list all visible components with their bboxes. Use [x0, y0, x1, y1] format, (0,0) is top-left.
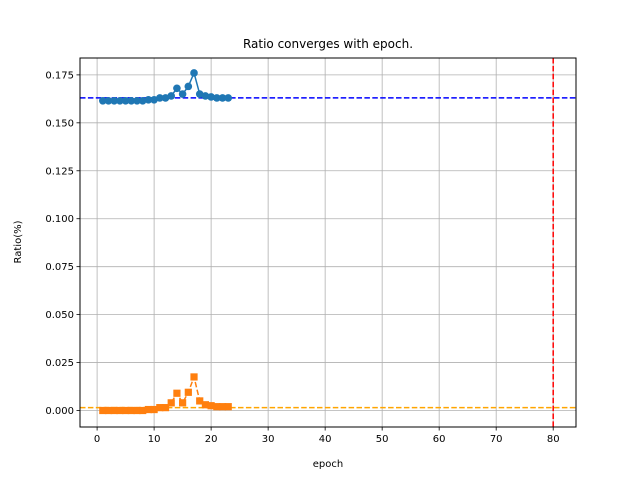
- y-tick-label: 0.175: [45, 70, 74, 81]
- data-point: [99, 406, 107, 415]
- y-tick-label: 0.150: [45, 118, 74, 129]
- data-point: [173, 84, 181, 93]
- data-point: [127, 406, 135, 415]
- data-point: [224, 94, 233, 102]
- data-point: [190, 373, 198, 381]
- x-tick-label: 40: [319, 434, 332, 445]
- data-point: [178, 90, 187, 98]
- data-point: [99, 96, 107, 105]
- data-point: [201, 92, 210, 100]
- data-point: [218, 403, 227, 411]
- y-tick-label: 0.100: [45, 214, 74, 225]
- x-tick-label: 50: [376, 434, 389, 445]
- data-point: [133, 96, 141, 105]
- data-point: [207, 402, 215, 410]
- data-point: [167, 92, 176, 100]
- data-point: [150, 96, 158, 104]
- y-axis-title: Ratio(%): [13, 220, 24, 263]
- data-point: [224, 403, 232, 411]
- series-2: [99, 373, 232, 415]
- data-point: [139, 406, 147, 415]
- data-point: [138, 96, 147, 105]
- data-point: [104, 96, 113, 105]
- data-point: [116, 406, 124, 415]
- data-point: [196, 397, 204, 405]
- axis-ticks: 0 10 20 30 40 50 60 70 80 0.000 0.025 0.050 0.075 0.1…: [45, 70, 559, 445]
- data-point: [122, 406, 130, 415]
- data-series: [99, 69, 233, 415]
- data-point: [156, 94, 164, 102]
- data-point: [127, 96, 136, 105]
- data-point: [213, 403, 221, 411]
- data-point: [144, 96, 153, 104]
- data-point: [156, 404, 164, 412]
- data-point: [167, 399, 175, 407]
- series-1: [99, 69, 233, 105]
- x-tick-label: 30: [262, 434, 275, 445]
- data-point: [213, 94, 221, 102]
- data-point: [110, 96, 119, 105]
- data-point: [218, 94, 227, 102]
- x-tick-label: 10: [148, 434, 161, 445]
- x-tick-label: 20: [205, 434, 218, 445]
- data-point: [161, 94, 170, 102]
- y-tick-label: 0.025: [45, 358, 74, 369]
- data-point: [150, 405, 158, 414]
- data-point: [116, 96, 124, 105]
- y-tick-label: 0.125: [45, 166, 74, 177]
- x-tick-label: 0: [94, 434, 100, 445]
- data-point: [184, 82, 193, 91]
- plot-area-frame: [79, 57, 577, 428]
- data-point: [190, 69, 198, 77]
- data-point: [179, 399, 187, 407]
- x-axis-title: epoch: [313, 459, 343, 470]
- x-tick-label: 80: [547, 434, 560, 445]
- x-tick-label: 70: [490, 434, 503, 445]
- data-point: [173, 389, 181, 397]
- grid: [80, 58, 576, 427]
- data-point: [201, 401, 210, 409]
- x-tick-label: 60: [433, 434, 446, 445]
- data-point: [161, 404, 170, 412]
- chart-title: Ratio converges with epoch.: [243, 37, 413, 51]
- y-tick-label: 0.050: [45, 310, 74, 321]
- data-point: [195, 90, 204, 98]
- data-point: [144, 405, 153, 414]
- data-point: [110, 406, 118, 415]
- data-point: [104, 406, 113, 415]
- y-tick-label: 0.075: [45, 262, 74, 273]
- data-point: [184, 388, 192, 396]
- data-point: [121, 96, 130, 105]
- y-tick-label: 0.000: [45, 406, 74, 417]
- data-point: [207, 93, 215, 101]
- data-point: [133, 406, 141, 415]
